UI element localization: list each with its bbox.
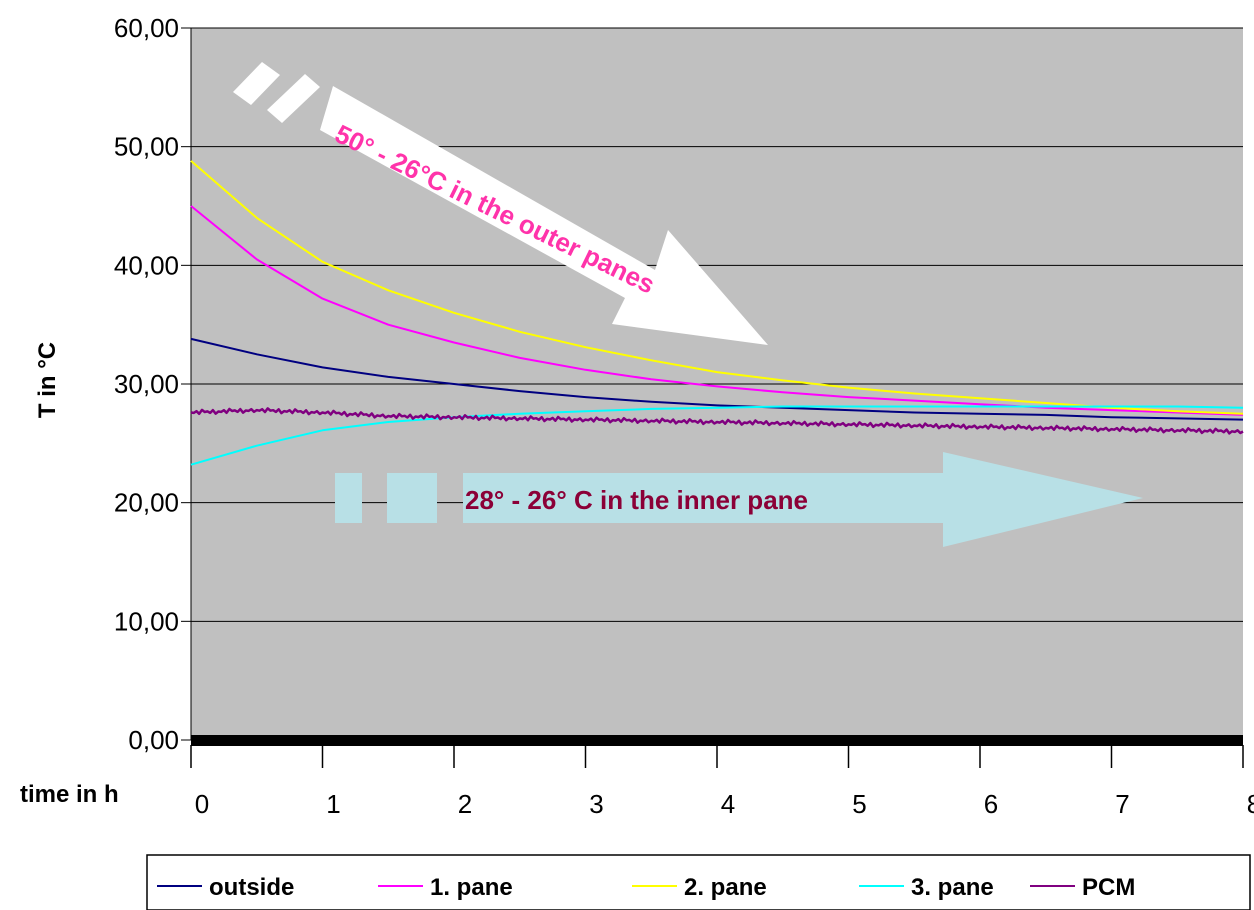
series-line-outside	[190, 337, 1244, 421]
annotation-inner-pane: 28° - 26° C in the inner pane	[465, 485, 808, 515]
series-line-1-pane	[190, 205, 1244, 416]
legend-entry-3-pane: 3. pane	[911, 874, 994, 901]
series	[190, 160, 1244, 466]
x-tick-label: 2	[458, 789, 472, 819]
legend-entry-1-pane: 1. pane	[430, 874, 513, 901]
arrow-body	[463, 452, 1143, 547]
legend-entry-2-pane: 2. pane	[684, 874, 767, 901]
y-tick-label: 20,00	[114, 488, 179, 518]
x-tick-label: 4	[721, 789, 735, 819]
x-axis-title: time in h	[20, 781, 119, 808]
x-axis: 0 1 2 3 4 5 6 7 8	[190, 735, 1254, 819]
y-axis-title: T in °C	[34, 342, 61, 418]
arrow-dash-1	[335, 473, 362, 523]
x-tick-label: 6	[984, 789, 998, 819]
arrow-body	[320, 86, 768, 345]
series-line-2-pane	[190, 160, 1244, 415]
y-tick-label: 0,00	[128, 725, 179, 755]
arrow-dash-2	[387, 473, 437, 523]
legend-entry-outside: outside	[209, 874, 294, 901]
y-tick-label: 50,00	[114, 132, 179, 162]
series-line-pcm	[190, 407, 1244, 435]
y-tick-label: 30,00	[114, 369, 179, 399]
x-tick-label: 7	[1115, 789, 1129, 819]
outer-panes-arrow	[233, 62, 768, 345]
x-axis-line	[191, 735, 1243, 746]
y-axis: 0,00 10,00 20,00 30,00 40,00 50,00 60,00	[114, 13, 192, 755]
x-tick-label: 1	[326, 789, 340, 819]
legend-box	[146, 854, 1251, 910]
inner-pane-arrow	[335, 452, 1143, 547]
x-tick-label: 5	[852, 789, 866, 819]
legend: outside 1. pane 2. pane 3. pane PCM	[146, 854, 1251, 910]
arrow-dash-2	[267, 74, 320, 123]
y-tick-label: 40,00	[114, 250, 179, 280]
y-tick-label: 10,00	[114, 606, 179, 636]
series-line-3-pane	[190, 405, 1244, 466]
arrow-dash-1	[233, 62, 280, 105]
y-tick-label: 60,00	[114, 13, 179, 43]
x-tick-label: 3	[589, 789, 603, 819]
legend-entry-pcm: PCM	[1082, 874, 1135, 901]
x-tick-label: 8	[1247, 789, 1254, 819]
x-tick-label: 0	[195, 789, 209, 819]
